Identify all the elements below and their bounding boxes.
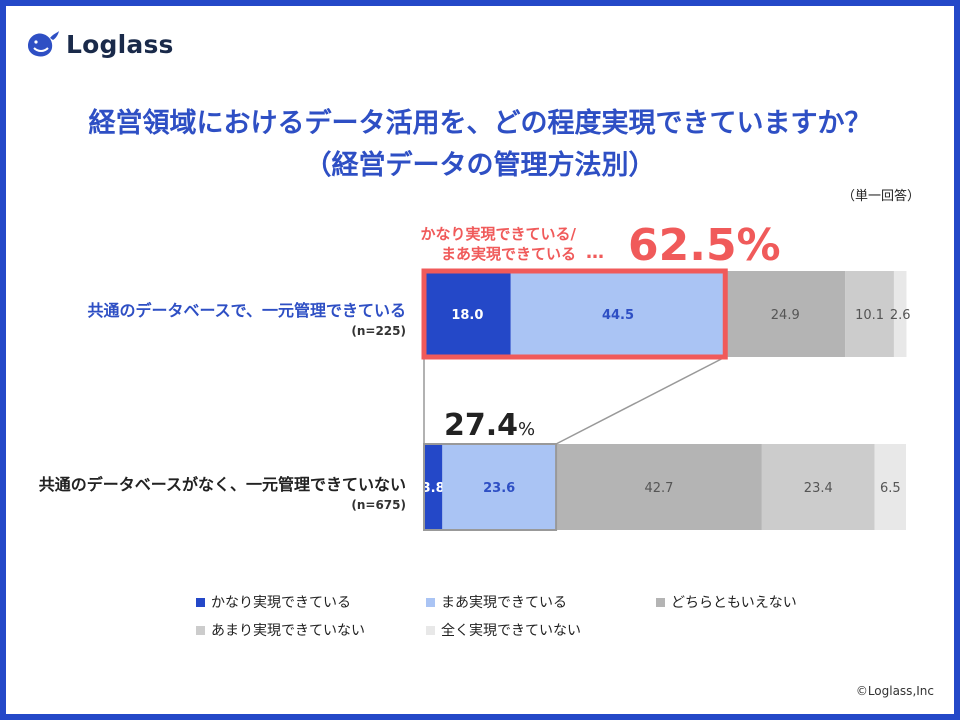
legend-label: かなり実現できている [211, 595, 351, 611]
row1-top-two-highlight [421, 268, 728, 360]
row2-top-two-value: 27.4 [444, 408, 519, 443]
legend-label: あまり実現できていない [211, 623, 365, 639]
callout-label: かなり実現できている/ まあ実現できている [386, 224, 576, 264]
legend-item-5: 全く実現できていない [426, 620, 581, 640]
bar-segment-row2-series1 [424, 444, 443, 530]
data-label-row2-series4: 23.4 [804, 481, 833, 496]
legend-swatch [196, 625, 205, 635]
data-label-row1-series1: 18.0 [451, 308, 483, 323]
percent-symbol: % [518, 419, 536, 440]
row-label-text: 共通のデータベースがなく、一元管理できていない [38, 475, 406, 494]
bar-segment-row1-series5 [893, 271, 907, 357]
row-label-unified: 共通のデータベースで、一元管理できている (n=225) [87, 300, 406, 340]
legend-label: まあ実現できている [441, 595, 567, 611]
data-label-row2-series5: 6.5 [880, 481, 901, 496]
legend-item-2: まあ実現できている [426, 592, 567, 612]
bar-segment-row1-series3 [725, 271, 846, 357]
legend-item-4: あまり実現できていない [196, 620, 365, 640]
whale-logo-icon [28, 31, 59, 57]
logo-text: Loglass [66, 29, 174, 59]
bar-segment-row2-series3 [556, 444, 762, 530]
data-label-row2-series1: 3.8 [422, 481, 445, 496]
connector-line-right [555, 356, 726, 445]
row2-top-two-percent: 27.4% [444, 410, 535, 446]
callout-top-two-percent: 62.5% [628, 220, 781, 271]
bar-segment-row1-series1 [424, 271, 511, 357]
legend-swatch [196, 597, 205, 607]
bar-segment-row2-series2 [442, 444, 557, 530]
response-type-note: （単一回答） [841, 189, 920, 204]
legend-swatch [426, 597, 435, 607]
bar-segment-row1-series4 [845, 271, 894, 357]
callout-dots: … [586, 242, 604, 263]
stacked-bar-chart: 18.0 44.5 24.9 10.1 2.6 3.8 23.6 42.7 23.4 6.5 [421, 268, 911, 531]
legend-item-3: どちらともいえない [656, 592, 797, 612]
callout-label-line2: まあ実現できている [440, 245, 576, 263]
callout-label-line1: かなり実現できている/ [420, 225, 576, 243]
logo: Loglass [24, 24, 174, 64]
row-label-not-unified: 共通のデータベースがなく、一元管理できていない (n=675) [39, 474, 406, 514]
copyright: ©Loglass,Inc [855, 684, 934, 698]
legend-label: 全く実現できていない [441, 623, 581, 639]
legend-item-1: かなり実現できている [196, 592, 351, 612]
row-sample-size: (n=675) [351, 498, 406, 512]
legend-swatch [426, 625, 435, 635]
bar-segment-row2-series4 [761, 444, 875, 530]
data-label-row2-series2: 23.6 [483, 481, 515, 496]
legend-swatch [656, 597, 665, 607]
data-label-row1-series5: 2.6 [890, 308, 911, 323]
legend-label: どちらともいえない [671, 595, 797, 611]
bar-segment-row2-series5 [874, 444, 906, 530]
row-label-text: 共通のデータベースで、一元管理できている [87, 301, 406, 320]
chart-subtitle: （経営データの管理方法別） [304, 150, 656, 181]
row-sample-size: (n=225) [351, 324, 406, 338]
data-label-row1-series3: 24.9 [771, 308, 800, 323]
data-label-row1-series2: 44.5 [602, 308, 634, 323]
row2-top-two-outline [423, 443, 558, 531]
bar-segment-row1-series2 [510, 271, 726, 357]
chart-title: 経営領域におけるデータ活用を、どの程度実現できていますか？ [88, 108, 872, 139]
data-label-row1-series4: 10.1 [855, 308, 884, 323]
data-label-row2-series3: 42.7 [645, 481, 674, 496]
